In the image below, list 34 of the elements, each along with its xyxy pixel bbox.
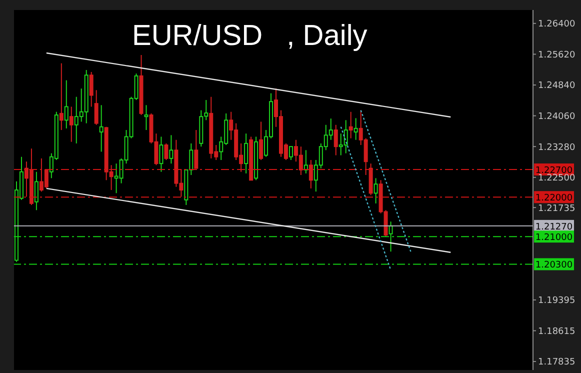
y-tick-label: 1.18615 (538, 326, 576, 337)
candlestick (69, 106, 74, 142)
candlestick (144, 104, 148, 130)
candlestick (159, 136, 164, 172)
ref-line-label: 1.20300 (535, 260, 573, 271)
chart-title: EUR/USD , Daily (132, 20, 368, 53)
y-tick-label: 1.22500 (538, 174, 576, 184)
candlestick (89, 71, 94, 108)
candlestick (34, 171, 38, 211)
candlestick (164, 142, 168, 160)
y-tick-label: 1.24840 (538, 81, 576, 92)
candlestick (304, 150, 308, 174)
candlestick (374, 178, 378, 204)
ref-line-label: 1.22000 (535, 194, 573, 204)
candlestick (354, 118, 358, 140)
candlestick (288, 146, 293, 160)
y-tick-label: 1.17835 (538, 358, 576, 368)
y-tick-label: 1.21735 (538, 204, 576, 214)
y-tick-label: 1.19395 (538, 296, 576, 306)
candlestick (244, 133, 248, 174)
candlestick (99, 104, 104, 152)
ref-line-label: 1.21000 (535, 233, 573, 244)
y-tick-label: 1.26400 (538, 20, 576, 30)
candlestick (334, 124, 338, 156)
candlestick (348, 111, 353, 139)
candlestick (259, 121, 264, 160)
y-tick-label: 1.24060 (538, 112, 576, 122)
candlestick (94, 90, 98, 126)
y-tick-label: 1.23280 (538, 142, 576, 153)
candlestick (64, 80, 68, 129)
y-tick-label: 1.25620 (538, 50, 576, 60)
candlestick (59, 62, 64, 130)
ref-line-label: 1.21270 (535, 222, 573, 232)
candlestick (169, 134, 174, 164)
